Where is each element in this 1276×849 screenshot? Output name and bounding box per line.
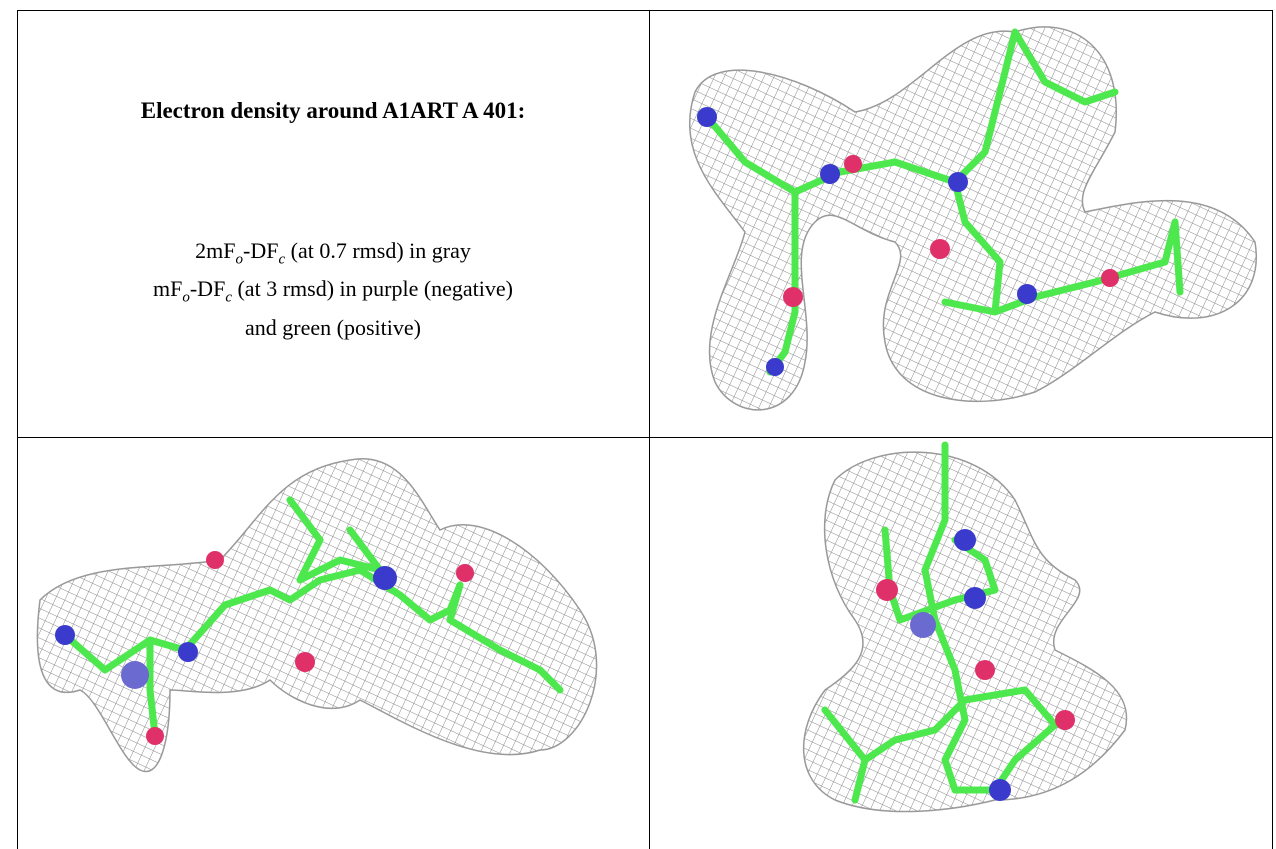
column-rule xyxy=(649,10,650,849)
text-run: mF xyxy=(153,276,182,301)
page: Electron density around A1ART A 401: 2mF… xyxy=(0,0,1276,849)
text-run: -DF xyxy=(190,276,225,301)
caption-title: Electron density around A1ART A 401: xyxy=(17,98,649,124)
caption-cell: Electron density around A1ART A 401: 2mF… xyxy=(17,10,649,437)
text-run: (at 0.7 rmsd) in gray xyxy=(285,238,471,263)
row-rule xyxy=(17,437,1273,438)
density-view-bottom-right xyxy=(655,440,1267,845)
subscript: o xyxy=(236,251,244,267)
caption-line: mFo-DFc (at 3 rmsd) in purple (negative) xyxy=(17,274,649,312)
text-run: (at 3 rmsd) in purple (negative) xyxy=(232,276,513,301)
subscript: o xyxy=(182,290,190,306)
text-run: and green (positive) xyxy=(245,315,421,340)
caption-line: and green (positive) xyxy=(17,313,649,343)
text-run: 2mF xyxy=(195,238,235,263)
subscript: c xyxy=(225,290,232,306)
text-run: -DF xyxy=(243,238,278,263)
density-view-bottom-left xyxy=(20,440,646,845)
density-view-top xyxy=(655,12,1267,432)
caption-line: 2mFo-DFc (at 0.7 rmsd) in gray xyxy=(17,236,649,274)
